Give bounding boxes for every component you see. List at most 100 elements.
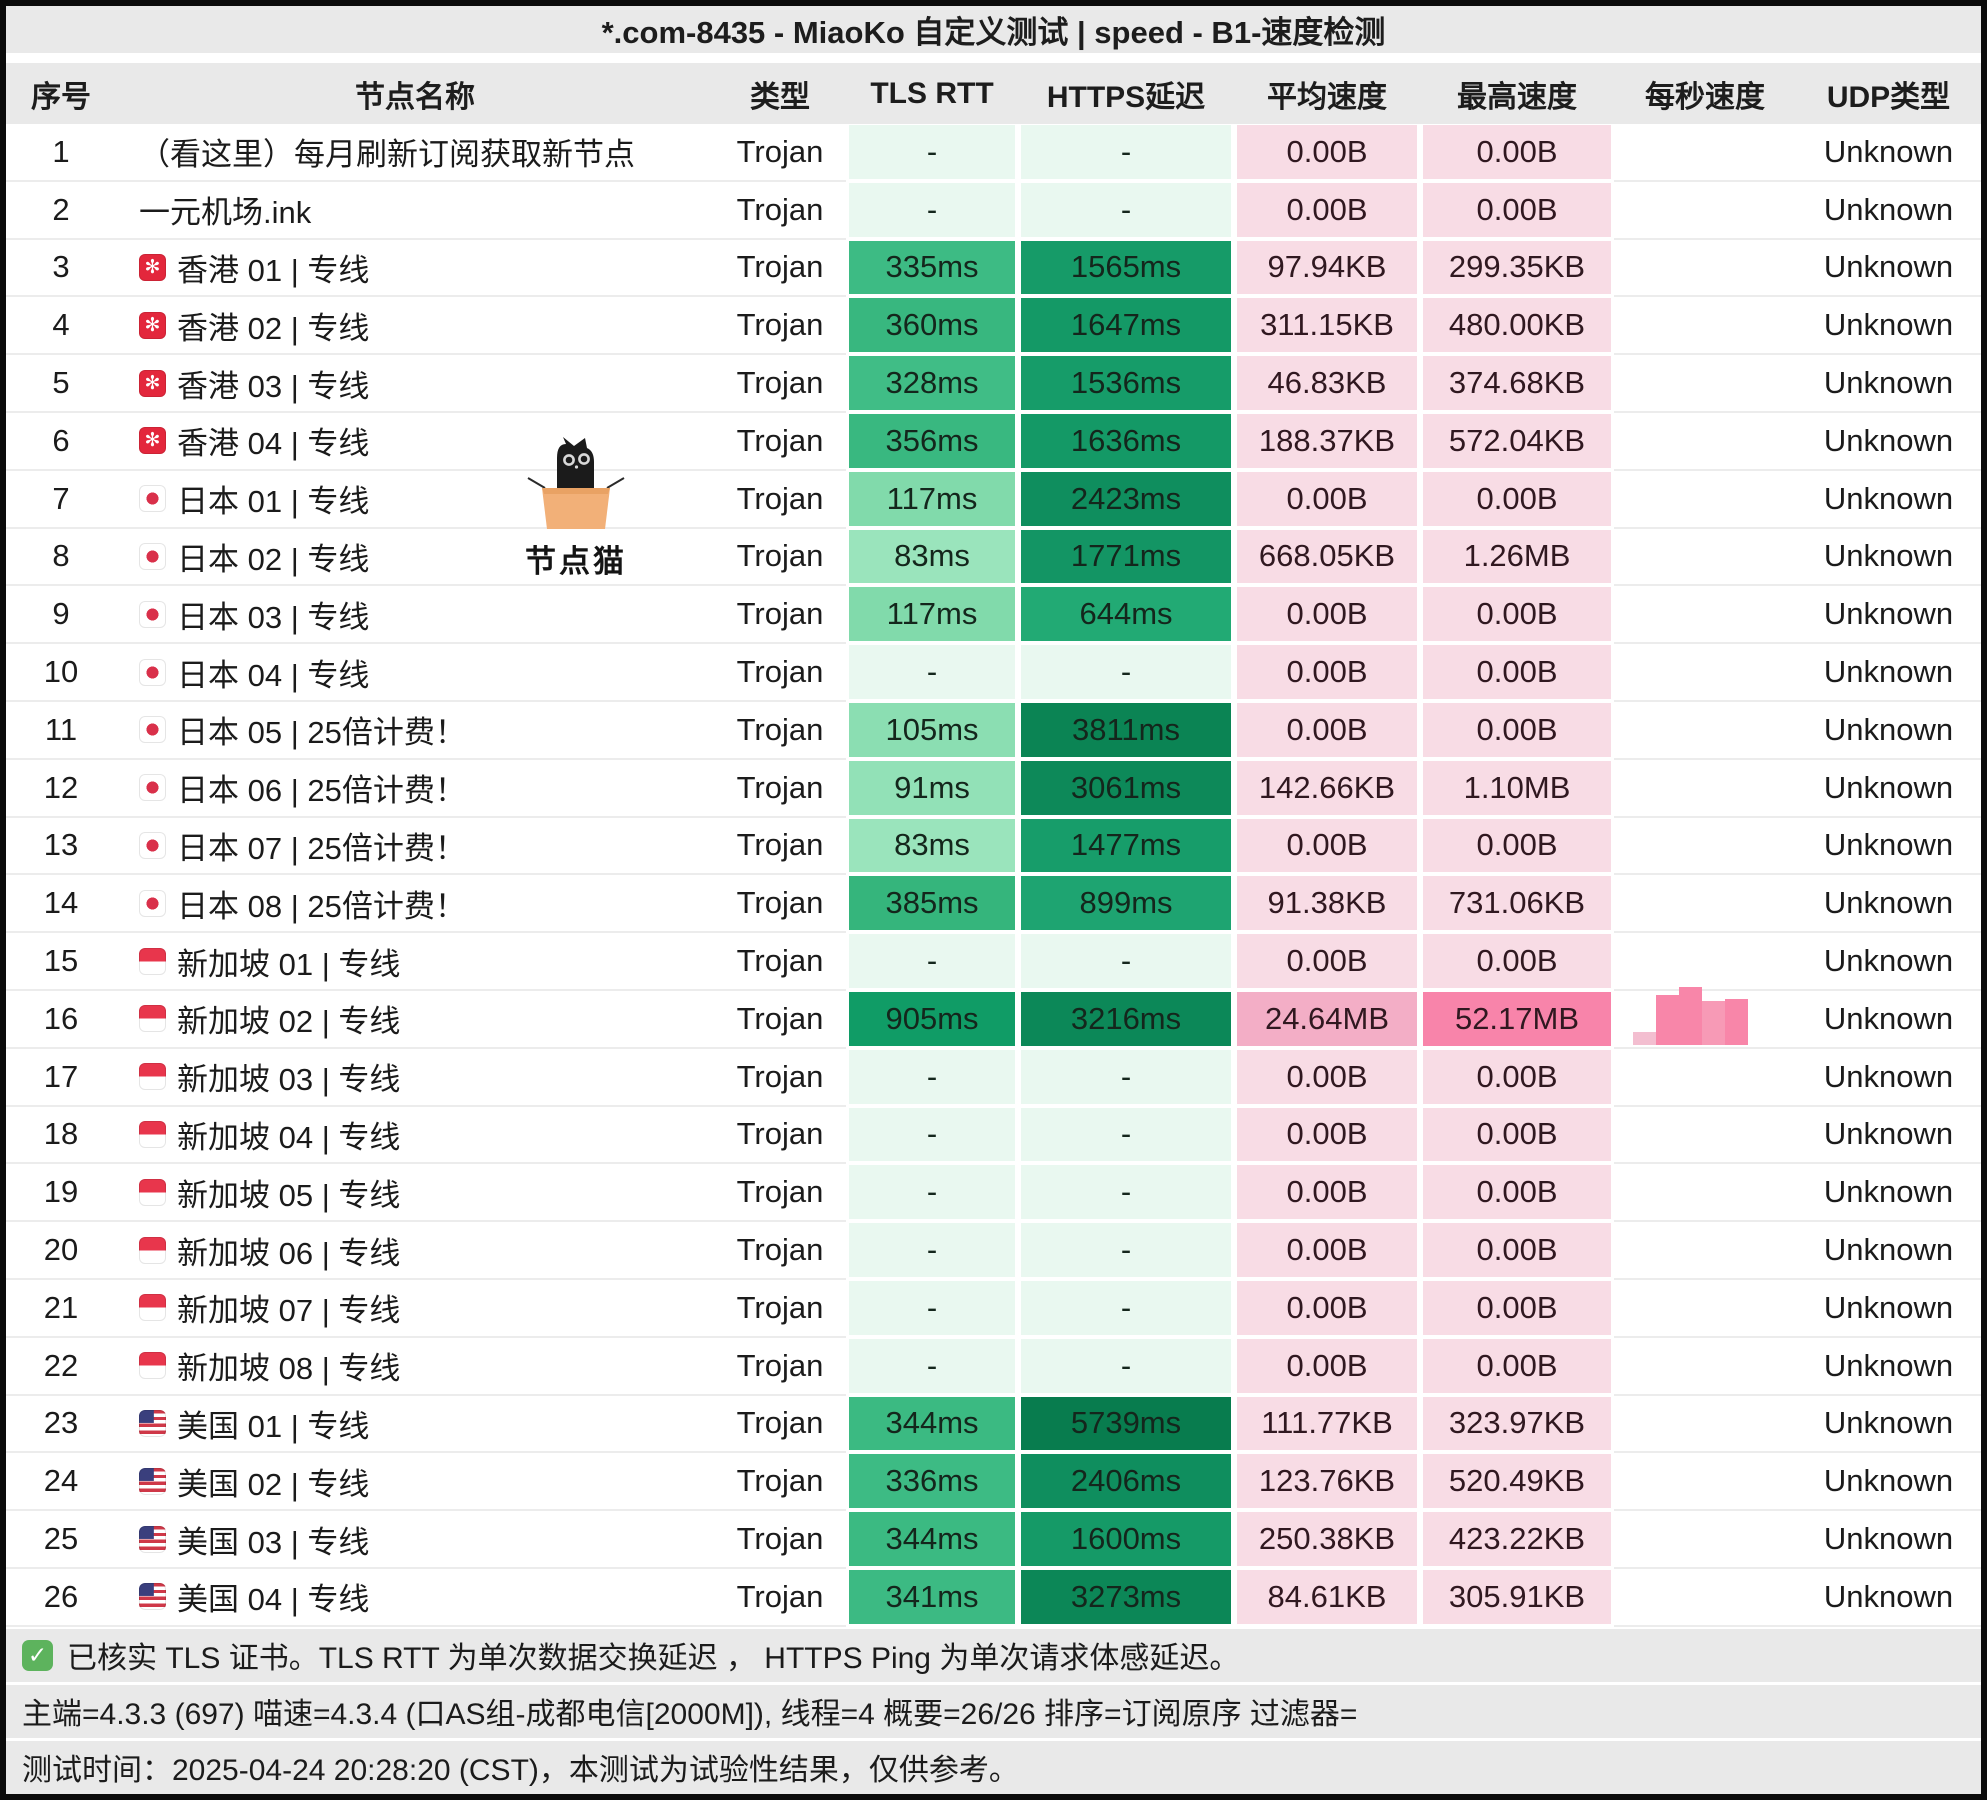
max-speed-cell-fill: 0.00B	[1423, 645, 1611, 699]
tls-rtt-cell: 91ms	[846, 759, 1018, 818]
avg-speed-cell-fill: 24.64MB	[1237, 991, 1417, 1046]
avg-speed-cell: 0.00B	[1234, 701, 1420, 760]
node-name-label: 新加坡 03 | 专线	[177, 1062, 401, 1098]
per-second-speed-cell	[1614, 933, 1796, 991]
avg-speed-cell-fill: 250.38KB	[1237, 1512, 1417, 1566]
max-speed-cell-fill: 0.00B	[1423, 587, 1611, 642]
tls-rtt-cell: -	[846, 1106, 1018, 1165]
https-ping-cell: 2406ms	[1018, 1453, 1234, 1512]
tls-rtt-cell-fill: 385ms	[849, 876, 1015, 931]
footer-stats-row: 主端=4.3.3 (697) 喵速=4.3.4 (口AS组-成都电信[2000M…	[6, 1684, 1981, 1738]
verified-check-icon: ✓	[22, 1639, 53, 1671]
per-second-speed-cell	[1614, 875, 1796, 934]
node-name-cell: 美国 01 | 专线	[116, 1395, 714, 1454]
node-name-label: 香港 01 | 专线	[177, 252, 370, 288]
column-header-udp-type: UDP类型	[1826, 80, 1951, 114]
per-second-speed-cell	[1614, 239, 1796, 298]
node-name-label: 美国 02 | 专线	[177, 1466, 370, 1502]
https-ping-cell-fill: 1565ms	[1021, 240, 1231, 295]
tls-rtt-cell-fill: 91ms	[849, 760, 1015, 815]
avg-speed-cell: 0.00B	[1234, 470, 1420, 529]
row-index: 4	[6, 297, 116, 356]
node-name-label: 新加坡 02 | 专线	[177, 1004, 401, 1040]
footer-time-text: 测试时间：2025-04-24 20:28:20 (CST)，本测试为试验性结果…	[22, 1754, 1019, 1788]
max-speed-cell-fill: 0.00B	[1423, 1338, 1611, 1393]
column-header-type: 类型	[750, 80, 810, 114]
jp-flag-icon	[139, 831, 166, 859]
row-index: 13	[6, 817, 116, 876]
avg-speed-cell: 0.00B	[1234, 1222, 1420, 1280]
max-speed-cell: 0.00B	[1420, 644, 1614, 702]
tls-rtt-cell: -	[846, 933, 1018, 991]
footer-stats-text: 主端=4.3.3 (697) 喵速=4.3.4 (口AS组-成都电信[2000M…	[22, 1698, 1358, 1732]
avg-speed-cell-fill: 668.05KB	[1237, 529, 1417, 584]
table-row: 21 新加坡 07 | 专线 Trojan - -0.00B 0.00B Unknown	[6, 1279, 1981, 1338]
column-header-tls-rtt: TLS RTT	[870, 76, 994, 110]
avg-speed-cell-fill: 0.00B	[1237, 702, 1417, 757]
max-speed-cell-fill: 299.35KB	[1423, 240, 1611, 295]
max-speed-cell: 0.00B	[1420, 470, 1614, 529]
avg-speed-cell-fill: 0.00B	[1237, 1107, 1417, 1162]
us-flag-icon	[139, 1525, 166, 1553]
node-name-cell: 日本 07 | 25倍计费！	[116, 817, 714, 876]
avg-speed-cell: 0.00B	[1234, 817, 1420, 876]
node-name-cell: 日本 04 | 专线	[116, 644, 714, 702]
node-name-cell: 新加坡 03 | 专线	[116, 1048, 714, 1107]
tls-rtt-cell-fill: -	[849, 1280, 1015, 1335]
protocol-type-cell: Trojan	[714, 470, 846, 529]
node-name-label: 日本 01 | 专线	[177, 484, 370, 520]
https-ping-cell-fill: -	[1021, 1107, 1231, 1162]
tls-rtt-cell-fill: -	[849, 1165, 1015, 1220]
node-name-cell: 香港 01 | 专线	[116, 239, 714, 298]
tls-rtt-cell-fill: 360ms	[849, 298, 1015, 353]
node-name-cell: 一元机场.ink	[116, 181, 714, 240]
hk-flag-icon	[139, 311, 166, 339]
tls-rtt-cell: 117ms	[846, 470, 1018, 529]
protocol-type-cell: Trojan	[714, 239, 846, 298]
tls-rtt-cell-fill: 105ms	[849, 702, 1015, 757]
tls-rtt-cell: -	[846, 1048, 1018, 1107]
node-name-cell: 新加坡 05 | 专线	[116, 1164, 714, 1223]
max-speed-cell: 0.00B	[1420, 1106, 1614, 1165]
udp-type-cell: Unknown	[1796, 817, 1981, 876]
node-name-label: 新加坡 08 | 专线	[177, 1351, 401, 1387]
jp-flag-icon	[139, 889, 166, 917]
avg-speed-cell-fill: 91.38KB	[1237, 876, 1417, 931]
row-index: 23	[6, 1395, 116, 1454]
avg-speed-cell-fill: 0.00B	[1237, 1338, 1417, 1393]
https-ping-cell-fill: -	[1021, 1049, 1231, 1104]
tls-rtt-cell: -	[846, 1279, 1018, 1338]
tls-rtt-cell-fill: -	[849, 1223, 1015, 1277]
avg-speed-cell: 142.66KB	[1234, 759, 1420, 818]
node-name-cell: 日本 08 | 25倍计费！	[116, 875, 714, 934]
udp-type-cell: Unknown	[1796, 1453, 1981, 1512]
row-index: 26	[6, 1568, 116, 1627]
table-row: 17 新加坡 03 | 专线 Trojan - -0.00B 0.00B Unknown	[6, 1048, 1981, 1107]
jp-flag-icon	[139, 716, 166, 744]
node-name-cell: 日本 03 | 专线	[116, 586, 714, 645]
https-ping-cell-fill: 1477ms	[1021, 818, 1231, 873]
per-second-speed-cell	[1614, 297, 1796, 356]
https-ping-cell-fill: -	[1021, 934, 1231, 988]
udp-type-cell: Unknown	[1796, 1568, 1981, 1627]
max-speed-cell-fill: 52.17MB	[1423, 991, 1611, 1046]
https-ping-cell: -	[1018, 1279, 1234, 1338]
max-speed-cell: 0.00B	[1420, 124, 1614, 182]
tls-rtt-cell: -	[846, 181, 1018, 240]
protocol-type-cell: Trojan	[714, 1511, 846, 1569]
row-index: 7	[6, 470, 116, 529]
https-ping-cell: -	[1018, 1337, 1234, 1396]
udp-type-cell: Unknown	[1796, 239, 1981, 298]
per-second-speed-cell	[1614, 701, 1796, 760]
avg-speed-cell: 0.00B	[1234, 1164, 1420, 1223]
udp-type-cell: Unknown	[1796, 470, 1981, 529]
per-second-speed-cell	[1614, 1048, 1796, 1107]
page-title: *.com-8435 - MiaoKo 自定义测试 | speed - B1-速…	[6, 6, 1981, 53]
node-name-label: 日本 05 | 25倍计费！	[177, 715, 466, 751]
table-row: 16 新加坡 02 | 专线 Trojan 905ms 3216ms 24.64MB 52.…	[6, 986, 1981, 1049]
https-ping-cell: 3811ms	[1018, 701, 1234, 760]
sg-flag-icon	[139, 1063, 166, 1091]
node-name-label: 一元机场.ink	[139, 195, 312, 231]
max-speed-cell: 0.00B	[1420, 1164, 1614, 1223]
